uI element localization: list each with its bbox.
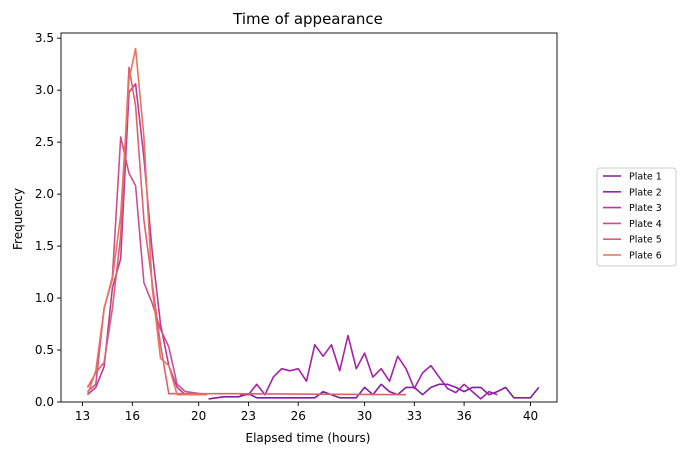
legend-label: Plate 4 [629, 219, 662, 230]
y-axis-label: Frequency [11, 188, 25, 250]
plot-frame [60, 32, 558, 403]
legend-label: Plate 6 [629, 251, 662, 262]
series-line-plate-3 [86, 83, 186, 396]
y-tick-label: 1.0 [35, 291, 54, 305]
legend-label: Plate 3 [629, 203, 662, 214]
series-line-plate-1 [208, 383, 540, 400]
series-line-plate-6 [86, 47, 207, 396]
legend: Plate 1 Plate 2 Plate 3 Plate 4 Plate 5 Plate… [596, 167, 677, 267]
legend-label: Plate 5 [629, 235, 662, 246]
legend-label: Plate 1 [629, 172, 662, 183]
series-line-plate-2 [240, 334, 498, 400]
x-tick-label: 16 [125, 409, 140, 423]
series-layer [86, 47, 540, 400]
x-tick-label: 20 [191, 409, 206, 423]
y-tick-label: 3.5 [35, 31, 54, 45]
legend-label: Plate 2 [629, 187, 662, 198]
chart-title: Time of appearance [232, 10, 383, 28]
y-tick-label: 2.0 [35, 187, 54, 201]
x-tick-label: 30 [357, 409, 372, 423]
y-tick-label: 3.0 [35, 83, 54, 97]
series-line-plate-5 [86, 66, 407, 396]
x-tick-label: 26 [291, 409, 306, 423]
axis-layer: 13 16 20 23 26 30 33 36 40 0.0 0.5 1.0 1.5 2.0 2.5 3.0 3… [35, 31, 558, 423]
y-tick-label: 0.5 [35, 343, 54, 357]
y-tick-label: 2.5 [35, 135, 54, 149]
y-tick-label: 1.5 [35, 239, 54, 253]
x-tick-label: 33 [407, 409, 422, 423]
x-tick-label: 13 [75, 409, 90, 423]
x-tick-label: 40 [523, 409, 538, 423]
x-axis-label: Elapsed time (hours) [246, 431, 371, 445]
x-tick-label: 36 [456, 409, 471, 423]
x-tick-label: 23 [241, 409, 256, 423]
y-tick-label: 0.0 [35, 395, 54, 409]
